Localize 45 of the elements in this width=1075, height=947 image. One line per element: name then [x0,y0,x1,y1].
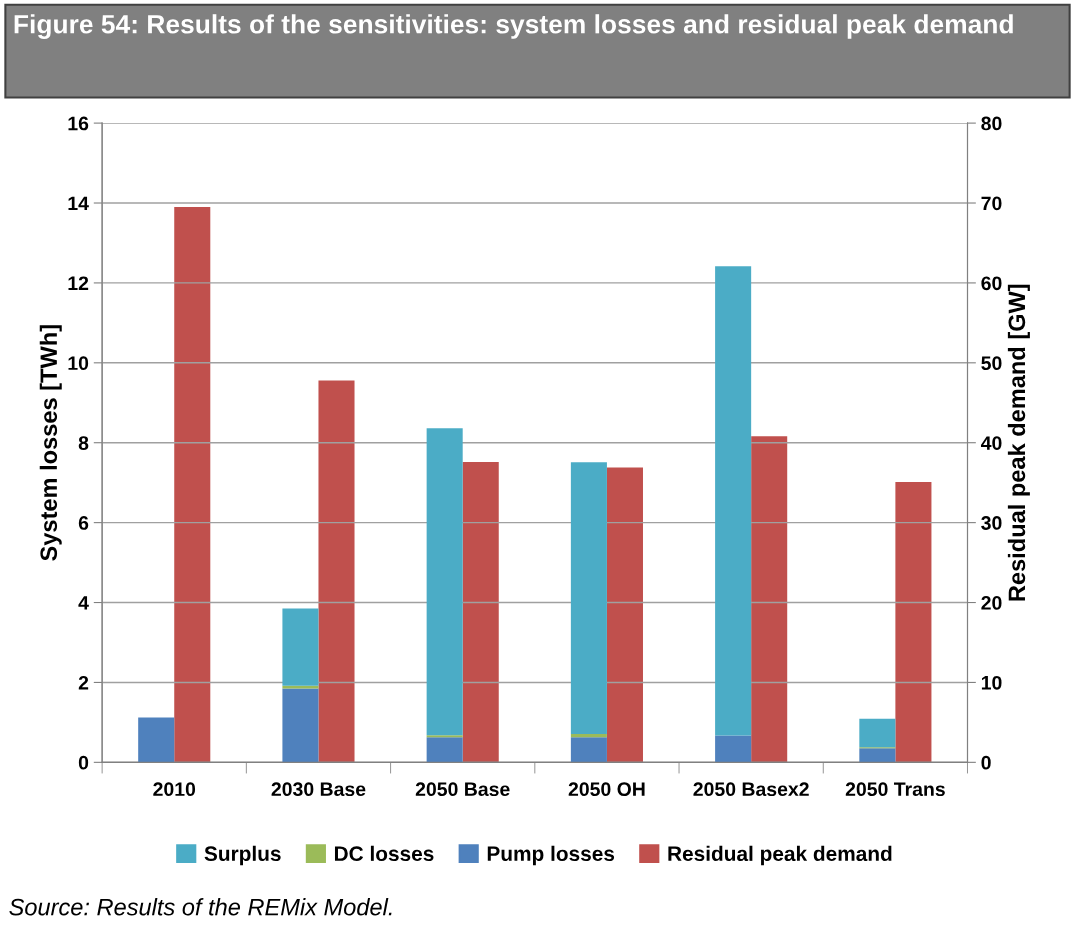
legend-label: Residual peak demand [668,845,892,866]
y2-tick-label: 70 [981,196,1002,211]
legend-label: DC losses [334,845,434,862]
y-axis-title: System losses [TWh] [39,325,62,561]
y-tick-label: 16 [68,116,89,131]
y-tick-label: 10 [68,356,89,371]
bar [282,688,319,763]
x-tick-label: 2030 Base [271,782,366,797]
y2-tick-label: 0 [981,755,991,770]
source-note: Source: Results of the REMix Model. [9,898,392,916]
bar [859,748,896,763]
bar [570,737,607,763]
chart-title: Figure 54: Results of the sensitivities: system losses and residual peak demand [14,14,1013,39]
y-tick-label: 12 [68,276,89,290]
bar [859,718,896,748]
x-tick-label: 2050 Trans [845,782,945,797]
x-tick-label: 2050 Basex2 [693,782,809,797]
legend-label: Pump losses [487,845,615,866]
y2-tick-label: 10 [981,675,1002,690]
bar [895,481,932,763]
y-tick-label: 14 [68,196,89,211]
y-tick-label: 6 [78,516,89,530]
bar [138,717,175,763]
y-tick-label: 2 [78,675,89,690]
y2-tick-label: 20 [981,596,1002,610]
y-tick-label: 4 [78,596,89,610]
y-tick-label: 0 [78,755,89,770]
bar [174,207,211,763]
bar [282,608,319,686]
y2-tick-label: 30 [981,516,1002,530]
bar [318,380,355,763]
y2-tick-label: 60 [981,276,1002,291]
bar [715,735,752,763]
y2-tick-label: 50 [981,356,1002,371]
y-tick-label: 8 [78,436,89,450]
y2-tick-label: 80 [981,116,1002,131]
y2-tick-label: 40 [980,436,1002,450]
x-tick-label: 2050 OH [568,782,645,797]
bar [426,735,463,738]
legend-label: Surplus [204,845,281,866]
x-tick-label: 2010 [153,782,196,797]
bar [426,737,463,763]
x-tick-label: 2050 Base [415,782,510,797]
y2-axis-title: Residual peak demand [GW] [1007,284,1030,601]
bar [570,733,607,738]
